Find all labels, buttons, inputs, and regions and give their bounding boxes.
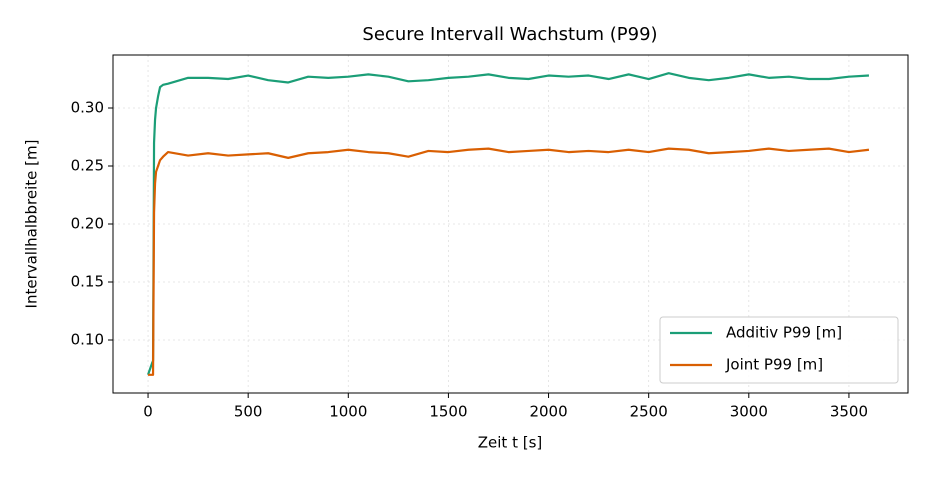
y-tick-label: 0.25 [71, 157, 104, 175]
x-tick-label: 2500 [630, 403, 668, 421]
x-tick-label: 0 [143, 403, 153, 421]
x-axis-label: Zeit t [s] [478, 434, 543, 452]
x-tick-label: 3000 [730, 403, 768, 421]
y-tick-label: 0.10 [71, 330, 104, 348]
y-axis-label: Intervallhalbbreite [m] [23, 140, 41, 309]
y-tick-label: 0.15 [71, 272, 104, 290]
x-tick-label: 1500 [429, 403, 467, 421]
x-tick-label: 500 [234, 403, 263, 421]
plot-frame [112, 54, 909, 394]
legend-label: Additiv P99 [m] [726, 324, 842, 342]
chart-title: Secure Intervall Wachstum (P99) [362, 24, 657, 45]
x-tick-label: 2000 [529, 403, 567, 421]
data-line [148, 147, 870, 376]
legend-label: Joint P99 [m] [725, 356, 823, 374]
legend-box [659, 316, 899, 384]
y-tick-label: 0.20 [71, 215, 104, 233]
y-tick-label: 0.30 [71, 99, 104, 117]
x-tick-label: 1000 [329, 403, 367, 421]
x-tick-label: 3500 [830, 403, 868, 421]
data-line [147, 72, 870, 376]
